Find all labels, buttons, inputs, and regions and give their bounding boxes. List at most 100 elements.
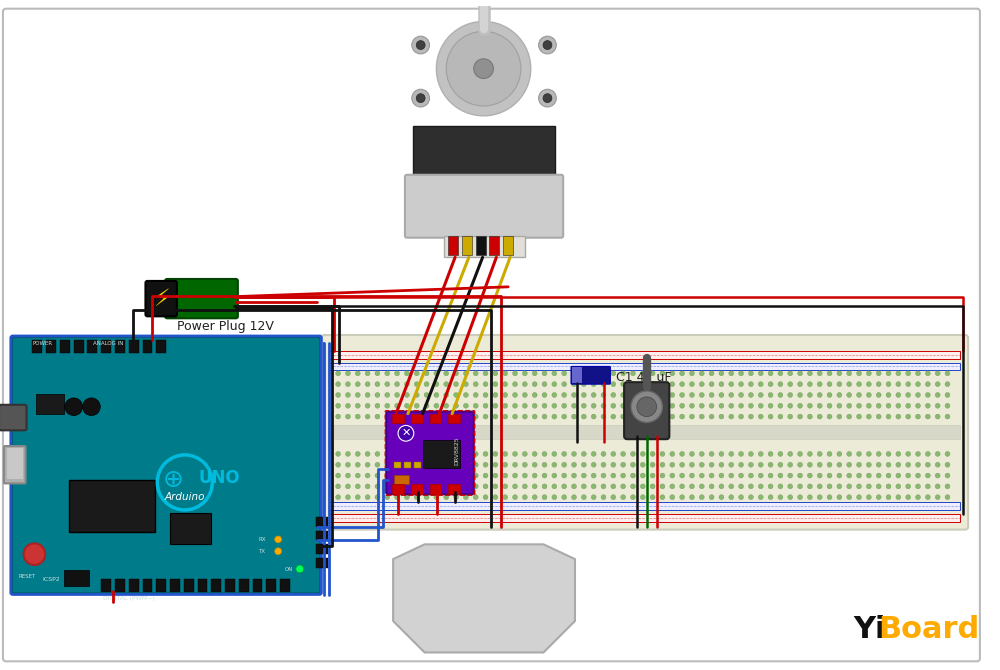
- Circle shape: [709, 382, 714, 387]
- Bar: [184, 579, 194, 592]
- Circle shape: [817, 414, 822, 419]
- Circle shape: [454, 382, 459, 387]
- Circle shape: [798, 371, 803, 376]
- Circle shape: [866, 382, 871, 387]
- Circle shape: [758, 494, 763, 500]
- Circle shape: [680, 473, 685, 478]
- Circle shape: [562, 473, 567, 478]
- Circle shape: [739, 473, 744, 478]
- Circle shape: [424, 393, 429, 397]
- Circle shape: [345, 393, 350, 397]
- Circle shape: [345, 382, 350, 387]
- Circle shape: [739, 452, 744, 456]
- Circle shape: [719, 452, 724, 456]
- Circle shape: [640, 473, 645, 478]
- Circle shape: [631, 452, 635, 456]
- Circle shape: [768, 494, 773, 500]
- Circle shape: [719, 382, 724, 387]
- Circle shape: [375, 403, 380, 408]
- Circle shape: [562, 403, 567, 408]
- Circle shape: [866, 494, 871, 500]
- Circle shape: [611, 494, 616, 500]
- Circle shape: [483, 393, 488, 397]
- Circle shape: [444, 462, 449, 467]
- Text: ⚡: ⚡: [153, 287, 170, 311]
- Circle shape: [493, 403, 498, 408]
- Bar: [329, 514, 960, 522]
- Circle shape: [719, 414, 724, 419]
- Circle shape: [798, 393, 803, 397]
- Circle shape: [473, 452, 478, 456]
- Circle shape: [807, 382, 812, 387]
- Circle shape: [906, 403, 911, 408]
- Circle shape: [463, 484, 468, 489]
- Circle shape: [758, 393, 763, 397]
- Circle shape: [365, 382, 370, 387]
- Circle shape: [483, 414, 488, 419]
- Bar: [392, 413, 404, 423]
- Circle shape: [906, 382, 911, 387]
- Circle shape: [837, 462, 842, 467]
- Text: Power Plug 12V: Power Plug 12V: [177, 320, 274, 333]
- Circle shape: [866, 473, 871, 478]
- Circle shape: [680, 452, 685, 456]
- Bar: [462, 236, 472, 255]
- Circle shape: [434, 382, 439, 387]
- Circle shape: [345, 484, 350, 489]
- Bar: [430, 484, 441, 494]
- Circle shape: [375, 484, 380, 489]
- Circle shape: [532, 484, 537, 489]
- Circle shape: [611, 382, 616, 387]
- Bar: [448, 413, 460, 423]
- Circle shape: [896, 371, 901, 376]
- Circle shape: [572, 414, 576, 419]
- Circle shape: [660, 494, 665, 500]
- Circle shape: [395, 494, 400, 500]
- Circle shape: [336, 371, 341, 376]
- FancyBboxPatch shape: [624, 382, 669, 439]
- Circle shape: [748, 473, 753, 478]
- Circle shape: [552, 452, 557, 456]
- Circle shape: [748, 484, 753, 489]
- Circle shape: [906, 494, 911, 500]
- Circle shape: [817, 382, 822, 387]
- Circle shape: [444, 452, 449, 456]
- Circle shape: [857, 494, 861, 500]
- Circle shape: [670, 473, 675, 478]
- Circle shape: [896, 494, 901, 500]
- Circle shape: [631, 494, 635, 500]
- Circle shape: [837, 473, 842, 478]
- Circle shape: [640, 484, 645, 489]
- Circle shape: [532, 393, 537, 397]
- Circle shape: [709, 393, 714, 397]
- Bar: [7, 448, 23, 480]
- Circle shape: [375, 393, 380, 397]
- Circle shape: [414, 382, 419, 387]
- Bar: [46, 340, 56, 352]
- Circle shape: [689, 484, 694, 489]
- Circle shape: [778, 382, 783, 387]
- Circle shape: [454, 462, 459, 467]
- Circle shape: [532, 452, 537, 456]
- Circle shape: [532, 414, 537, 419]
- Circle shape: [876, 494, 881, 500]
- Circle shape: [896, 393, 901, 397]
- Circle shape: [434, 371, 439, 376]
- Circle shape: [414, 494, 419, 500]
- Text: DRV8825: DRV8825: [455, 437, 460, 465]
- Circle shape: [896, 403, 901, 408]
- Text: ⊕: ⊕: [162, 468, 183, 492]
- Circle shape: [896, 462, 901, 467]
- Circle shape: [857, 484, 861, 489]
- Circle shape: [473, 494, 478, 500]
- Circle shape: [542, 371, 547, 376]
- Circle shape: [807, 371, 812, 376]
- Circle shape: [503, 403, 508, 408]
- Bar: [87, 340, 97, 352]
- Circle shape: [680, 414, 685, 419]
- Circle shape: [463, 462, 468, 467]
- Circle shape: [424, 403, 429, 408]
- Circle shape: [670, 393, 675, 397]
- Circle shape: [788, 452, 793, 456]
- Circle shape: [935, 403, 940, 408]
